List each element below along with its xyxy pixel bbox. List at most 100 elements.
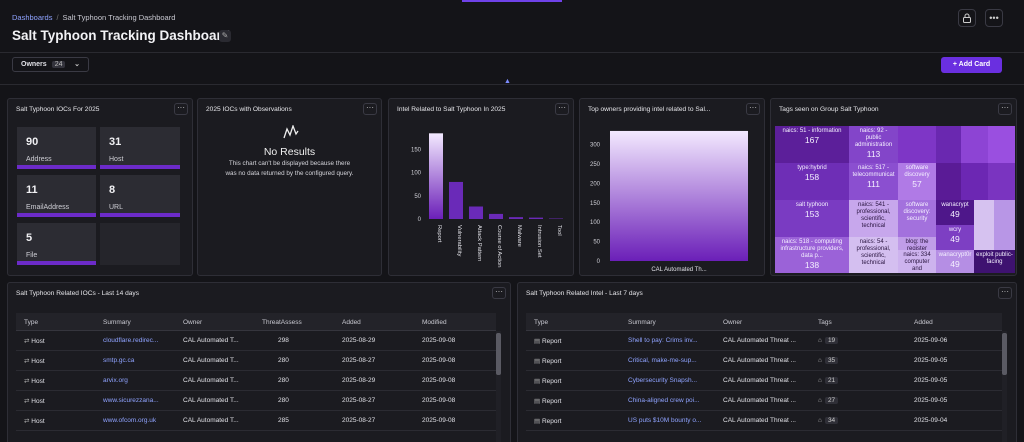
table-header: Type Summary Owner ThreatAssess Added Mo… [16,313,496,331]
y-tick-label: 300 [590,143,601,149]
ioc-tile-url[interactable]: 8 URL [100,175,180,217]
card-menu-button[interactable]: ··· [492,287,506,299]
summary-link[interactable]: Critical, make-me-sup... [628,357,697,364]
treemap-cell-label: naics: 518 - computing infrastructure pr… [780,239,844,259]
treemap-cell[interactable]: naics: 54 - professional, scientific, te… [849,237,898,273]
y-tick-label: 200 [590,181,601,187]
card-menu-button[interactable]: ··· [746,103,760,115]
treemap-cell[interactable]: naics: 541 - professional, scientific, t… [849,200,898,237]
summary-link[interactable]: cloudflare.redirec... [103,337,159,344]
card-menu-button[interactable]: ··· [174,103,188,115]
tag-count-badge: 19 [824,337,839,344]
column-header-added[interactable]: Added [914,319,933,326]
treemap-cell[interactable]: naics: 517 - telecommunicat 111 [849,163,898,200]
bar[interactable] [610,130,748,261]
card-menu-button[interactable]: ··· [998,103,1012,115]
column-header-owner[interactable]: Owner [723,319,743,326]
table-row[interactable]: ⇄ Host smtp.gc.ca CAL Automated T... 280 202… [16,351,496,371]
bar[interactable] [509,217,523,219]
added-cell: 2025-09-05 [914,377,948,384]
card-menu-button[interactable]: ··· [998,287,1012,299]
table-scrollbar-thumb[interactable] [496,333,501,375]
added-cell: 2025-09-05 [914,357,948,364]
table-scrollbar[interactable] [496,331,501,442]
lock-button[interactable] [958,9,976,27]
table-row[interactable]: ⇄ Host cloudflare.redirec... CAL Automated… [16,331,496,351]
table-scrollbar[interactable] [1002,331,1007,442]
x-tick-label: Tool [556,225,562,236]
collapse-toggle-icon[interactable]: ▲ [504,78,511,85]
bar[interactable] [489,213,503,219]
treemap-cell[interactable]: wanacrypt 49 [936,200,974,225]
treemap-cell[interactable]: naics: 518 - computing infrastructure pr… [775,237,849,273]
column-header-tags[interactable]: Tags [818,319,832,326]
column-header-owner[interactable]: Owner [183,319,203,326]
table-scrollbar-thumb[interactable] [1002,333,1007,375]
column-header-added[interactable]: Added [342,319,361,326]
type-label: Report [541,338,562,345]
tag-count-badge: 21 [824,377,839,384]
summary-link[interactable]: Cybersecurity Snapsh... [628,377,698,384]
table-row[interactable]: ⇄ Host www.ofcom.org.uk CAL Automated T...… [16,411,496,431]
treemap-cell[interactable]: wanacrypt0r 49 [936,250,974,273]
column-header-modified[interactable]: Modified [422,319,447,326]
card-menu-button[interactable]: ··· [363,103,377,115]
host-icon: ⇄ [24,418,32,425]
ioc-tile-address[interactable]: 90 Address [17,127,96,169]
table-row[interactable]: ▤ Report Shell to pay: Crims inv... CAL Au… [526,331,1002,351]
table-row[interactable]: ⇄ Host www.sicurezzana... CAL Automated T.… [16,391,496,411]
type-cell: ⇄ Host [24,337,94,345]
summary-link[interactable]: China-aligned crew poi... [628,397,700,404]
bar[interactable] [429,133,443,219]
treemap-cell[interactable]: software discovery: security [898,200,936,237]
add-card-button[interactable]: + Add Card [941,57,1002,73]
treemap-cell[interactable]: salt typhoon 153 [775,200,849,237]
column-header-type[interactable]: Type [534,319,549,326]
card-title: 2025 IOCs with Observations [206,106,292,113]
summary-link[interactable]: US puts $10M bounty o... [628,417,702,424]
treemap-cell[interactable]: naics: 334 computer and [898,250,936,273]
ioc-tile-file[interactable]: 5 File [17,223,96,265]
ioc-tile-host[interactable]: 31 Host [100,127,180,169]
owner-cell: CAL Automated Threat ... [723,337,796,344]
tile-value: 8 [109,184,116,196]
table-row[interactable]: ⇄ Host arvix.org CAL Automated T... 280 2025… [16,371,496,391]
treemap-cell-value: 57 [912,179,922,189]
summary-link[interactable]: www.sicurezzana... [103,397,159,404]
column-header-type[interactable]: Type [24,319,39,326]
treemap-cell[interactable]: exploit public-facing [974,250,1015,273]
treemap-cell[interactable]: software discovery 57 [898,163,936,200]
column-header-summary[interactable]: Summary [628,319,656,326]
bar[interactable] [449,181,463,219]
tag-icon: ⌂ [818,337,822,344]
bar[interactable] [469,206,483,219]
treemap-cell[interactable]: blog: the register [898,237,936,250]
breadcrumb-dashboards-link[interactable]: Dashboards [12,13,53,22]
treemap-cell[interactable]: naics: 51 - information 167 [775,126,849,163]
treemap-cell[interactable]: type:hybrid 158 [775,163,849,200]
table-row[interactable]: ▤ Report Cybersecurity Snapsh... CAL Autom… [526,371,1002,391]
treemap-cell[interactable]: naics: 92 - public administration 113 [849,126,898,163]
card-menu-button[interactable]: ··· [555,103,569,115]
treemap-cell [994,200,1015,250]
added-cell: 2025-08-27 [342,417,376,424]
bar[interactable] [529,217,543,219]
column-header-threatassess[interactable]: ThreatAssess [262,319,302,326]
table-row[interactable]: ▤ Report China-aligned crew poi... CAL Aut… [526,391,1002,411]
summary-link[interactable]: Shell to pay: Crims inv... [628,337,698,344]
table-row[interactable]: ▤ Report Critical, make-me-sup... CAL Auto… [526,351,1002,371]
summary-link[interactable]: www.ofcom.org.uk [103,417,157,424]
y-tick-label: 100 [590,220,601,226]
table-row[interactable]: ▤ Report US puts $10M bounty o... CAL Auto… [526,411,1002,431]
treemap-cell-label: exploit public-facing [976,252,1013,265]
more-options-button[interactable]: ••• [985,9,1003,27]
owners-filter-button[interactable]: Owners 24 ⌄ [12,57,89,72]
column-header-summary[interactable]: Summary [103,319,131,326]
summary-link[interactable]: smtp.gc.ca [103,357,135,364]
edit-title-button[interactable]: ✎ [219,30,231,42]
type-cell: ▤ Report [534,357,619,365]
ioc-tile-emailaddress[interactable]: 11 EmailAddress [17,175,96,217]
tile-label: URL [109,204,124,211]
summary-link[interactable]: arvix.org [103,377,128,384]
treemap-cell[interactable]: wcry 49 [936,225,974,250]
